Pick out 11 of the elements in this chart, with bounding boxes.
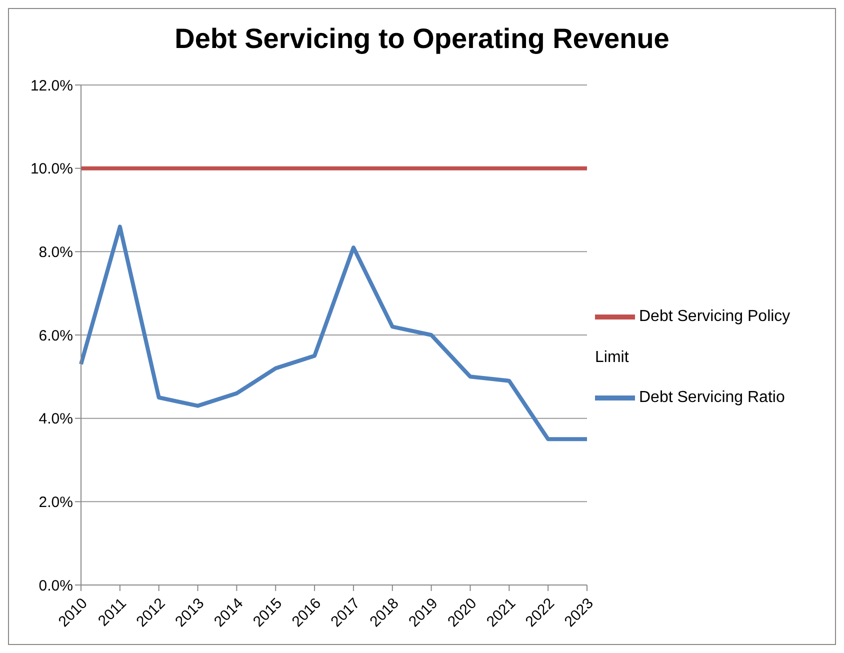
- y-tick-label: 2.0%: [38, 494, 73, 511]
- y-tick-label: 10.0%: [30, 160, 73, 178]
- line-series: [79, 224, 589, 442]
- y-tick-label: 8.0%: [38, 244, 73, 261]
- text: Debt Servicing Policy Limit: [595, 308, 790, 366]
- legend-label: Debt Servicing Ratio: [639, 388, 785, 406]
- y-tick-label: 6.0%: [38, 327, 73, 344]
- chart-title: Debt Servicing to Operating Revenue: [174, 22, 670, 56]
- y-tick-label: 4.0%: [38, 410, 73, 428]
- y-tick-label: 0.0%: [38, 577, 73, 594]
- y-tick-label: 12.0%: [30, 77, 73, 94]
